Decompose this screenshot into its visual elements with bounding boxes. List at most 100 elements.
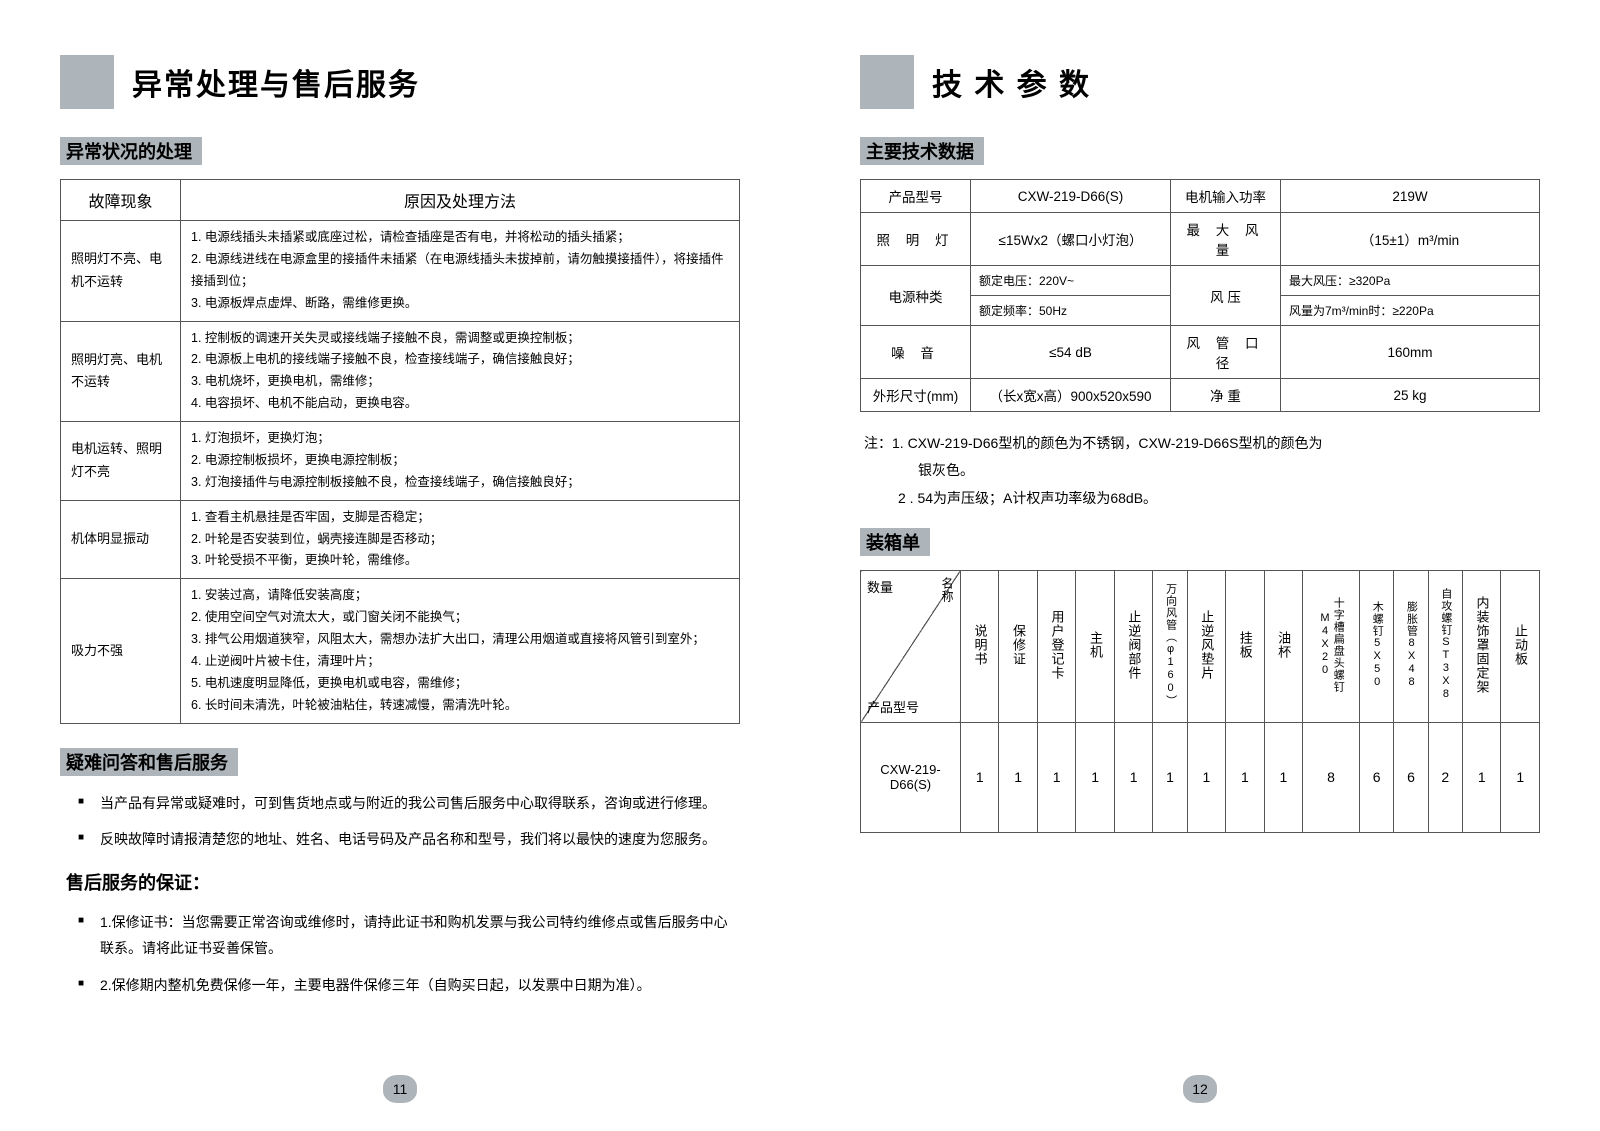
packing-diag-cell: 数量 名称 产品型号 [861,570,961,722]
spec-r5-l1: 外形尺寸(mm) [861,379,971,412]
title-square-icon [860,55,914,109]
section-2-label: 疑难问答和售后服务 [60,748,238,776]
diag-bl: 产品型号 [867,697,919,716]
section-bar-1: 异常状况的处理 [60,137,740,165]
spec-r1-v2: 219W [1281,180,1540,213]
pack-col-9: 十字槽扁盘头螺钉M4X20 [1303,570,1360,722]
trouble-sym-4: 吸力不强 [61,579,181,723]
pack-col-14: 止动板 [1501,570,1540,722]
packing-header-row: 数量 名称 产品型号 说明书 保修证 用户登记卡 主机 止逆阀部件 万向风管（φ… [861,570,1540,722]
trouble-sym-1: 照明灯亮、电机不运转 [61,321,181,422]
trouble-cause-4: 1. 安装过高，请降低安装高度； 2. 使用空间空气对流太大，或门窗关闭不能换气… [181,579,740,723]
spec-r4-v2: 160mm [1281,326,1540,379]
page-number-right: 12 [1183,1075,1217,1103]
spec-r1-l1: 产品型号 [861,180,971,213]
spec-r1-l2: 电机输入功率 [1171,180,1281,213]
page-right: 技 术 参 数 主要技术数据 产品型号 CXW-219-D66(S) 电机输入功… [800,0,1600,1131]
spec-r3-l2: 风 压 [1171,266,1281,326]
pack-col-10: 木螺钉5X50 [1359,570,1393,722]
pack-q-6: 1 [1187,722,1225,832]
spec-r3-l1: 电源种类 [861,266,971,326]
pack-q-12: 2 [1428,722,1462,832]
pack-col-11: 膨胀管8X48 [1394,570,1428,722]
troubleshoot-table: 故障现象 原因及处理方法 照明灯不亮、电机不运转 1. 电源线插头未插紧或底座过… [60,179,740,724]
pack-q-7: 1 [1226,722,1264,832]
trouble-cause-3: 1. 查看主机悬挂是否牢固，支脚是否稳定； 2. 叶轮是否安装到位，蜗壳接连脚是… [181,500,740,579]
bullets-1: 当产品有异常或疑难时，可到售货地点或与附近的我公司售后服务中心取得联系，咨询或进… [60,790,740,853]
title-block-right: 技 术 参 数 [860,55,1540,109]
note-2: 2 . 54为声压级；A计权声功率级为68dB。 [864,485,1540,512]
diag-tr: 名称 [940,577,954,606]
pack-q-14: 1 [1501,722,1540,832]
packing-table: 数量 名称 产品型号 说明书 保修证 用户登记卡 主机 止逆阀部件 万向风管（φ… [860,570,1540,833]
section-r1-label: 主要技术数据 [860,137,984,165]
pack-q-2: 1 [1037,722,1075,832]
pack-col-12: 自攻螺钉ST3X8 [1428,570,1462,722]
note-1a: 注：1. CXW-219-D66型机的颜色为不锈钢，CXW-219-D66S型机… [864,435,1322,451]
bullets-2: 1.保修证书：当您需要正常咨询或维修时，请持此证书和购机发票与我公司特约维修点或… [60,909,740,999]
bullet-2-1: 2.保修期内整机免费保修一年，主要电器件保修三年（自购买日起，以发票中日期为准）… [78,972,740,999]
title-left: 异常处理与售后服务 [132,60,420,104]
pack-col-13: 内装饰罩固定架 [1463,570,1501,722]
section-bar-r1: 主要技术数据 [860,137,1540,165]
trouble-sym-3: 机体明显振动 [61,500,181,579]
note-1b: 银灰色。 [864,457,1540,484]
pack-q-8: 1 [1264,722,1302,832]
pack-col-2: 用户登记卡 [1037,570,1075,722]
bullet-2-0: 1.保修证书：当您需要正常咨询或维修时，请持此证书和购机发票与我公司特约维修点或… [78,909,740,962]
section-bar-2: 疑难问答和售后服务 [60,748,740,776]
spec-r2-v1: ≤15Wx2（螺口小灯泡） [971,213,1171,266]
spec-r3b-v1: 额定频率：50Hz [971,296,1171,326]
pack-q-9: 8 [1303,722,1360,832]
spec-r5-l2: 净 重 [1171,379,1281,412]
pack-col-3: 主机 [1076,570,1114,722]
spec-r3b-v2: 风量为7m³/min时：≥220Pa [1281,296,1540,326]
sub-heading: 售后服务的保证： [66,869,740,895]
title-square-icon [60,55,114,109]
pack-model: CXW-219-D66(S) [861,722,961,832]
pack-col-7: 挂板 [1226,570,1264,722]
bullet-1-1: 反映故障时请报清楚您的地址、姓名、电话号码及产品名称和型号，我们将以最快的速度为… [78,826,740,853]
section-1-label: 异常状况的处理 [60,137,202,165]
spec-r2-l2: 最 大 风 量 [1171,213,1281,266]
pack-q-4: 1 [1114,722,1152,832]
trouble-cause-2: 1. 灯泡损坏，更换灯泡； 2. 电源控制板损坏，更换电源控制板； 3. 灯泡接… [181,422,740,501]
trouble-sym-2: 电机运转、照明灯不亮 [61,422,181,501]
spec-r2-l1: 照 明 灯 [861,213,971,266]
spec-r2-v2: （15±1）m³/min [1281,213,1540,266]
packing-data-row: CXW-219-D66(S) 1 1 1 1 1 1 1 1 1 8 6 6 2… [861,722,1540,832]
section-r2-label: 装箱单 [860,528,930,556]
spec-r3a-v2: 最大风压：≥320Pa [1281,266,1540,296]
pack-q-11: 6 [1394,722,1428,832]
pack-q-0: 1 [961,722,999,832]
pack-col-6: 止逆风垫片 [1187,570,1225,722]
title-block-left: 异常处理与售后服务 [60,55,740,109]
trouble-cause-0: 1. 电源线插头未插紧或底座过松，请检查插座是否有电，并将松动的插头插紧； 2.… [181,221,740,322]
page-left: 异常处理与售后服务 异常状况的处理 故障现象 原因及处理方法 照明灯不亮、电机不… [0,0,800,1131]
trouble-h1: 故障现象 [61,180,181,221]
pack-col-5: 万向风管（φ160） [1153,570,1187,722]
spec-r4-l1: 噪 音 [861,326,971,379]
pack-q-1: 1 [999,722,1037,832]
page-number-left: 11 [383,1075,417,1103]
diag-tl: 数量 [867,577,893,596]
pack-col-0: 说明书 [961,570,999,722]
spec-r3a-v1: 额定电压：220V~ [971,266,1171,296]
pack-col-8: 油杯 [1264,570,1302,722]
pack-col-1: 保修证 [999,570,1037,722]
pack-q-10: 6 [1359,722,1393,832]
spec-table: 产品型号 CXW-219-D66(S) 电机输入功率 219W 照 明 灯 ≤1… [860,179,1540,412]
trouble-sym-0: 照明灯不亮、电机不运转 [61,221,181,322]
section-bar-r2: 装箱单 [860,528,1540,556]
trouble-h2: 原因及处理方法 [181,180,740,221]
trouble-cause-1: 1. 控制板的调速开关失灵或接线端子接触不良，需调整或更换控制板； 2. 电源板… [181,321,740,422]
spec-r5-v2: 25 kg [1281,379,1540,412]
pack-q-5: 1 [1153,722,1187,832]
pack-col-4: 止逆阀部件 [1114,570,1152,722]
notes-block: 注：1. CXW-219-D66型机的颜色为不锈钢，CXW-219-D66S型机… [860,430,1540,512]
pack-q-13: 1 [1463,722,1501,832]
spec-r4-v1: ≤54 dB [971,326,1171,379]
bullet-1-0: 当产品有异常或疑难时，可到售货地点或与附近的我公司售后服务中心取得联系，咨询或进… [78,790,740,817]
spec-r4-l2: 风 管 口 径 [1171,326,1281,379]
spec-r1-v1: CXW-219-D66(S) [971,180,1171,213]
